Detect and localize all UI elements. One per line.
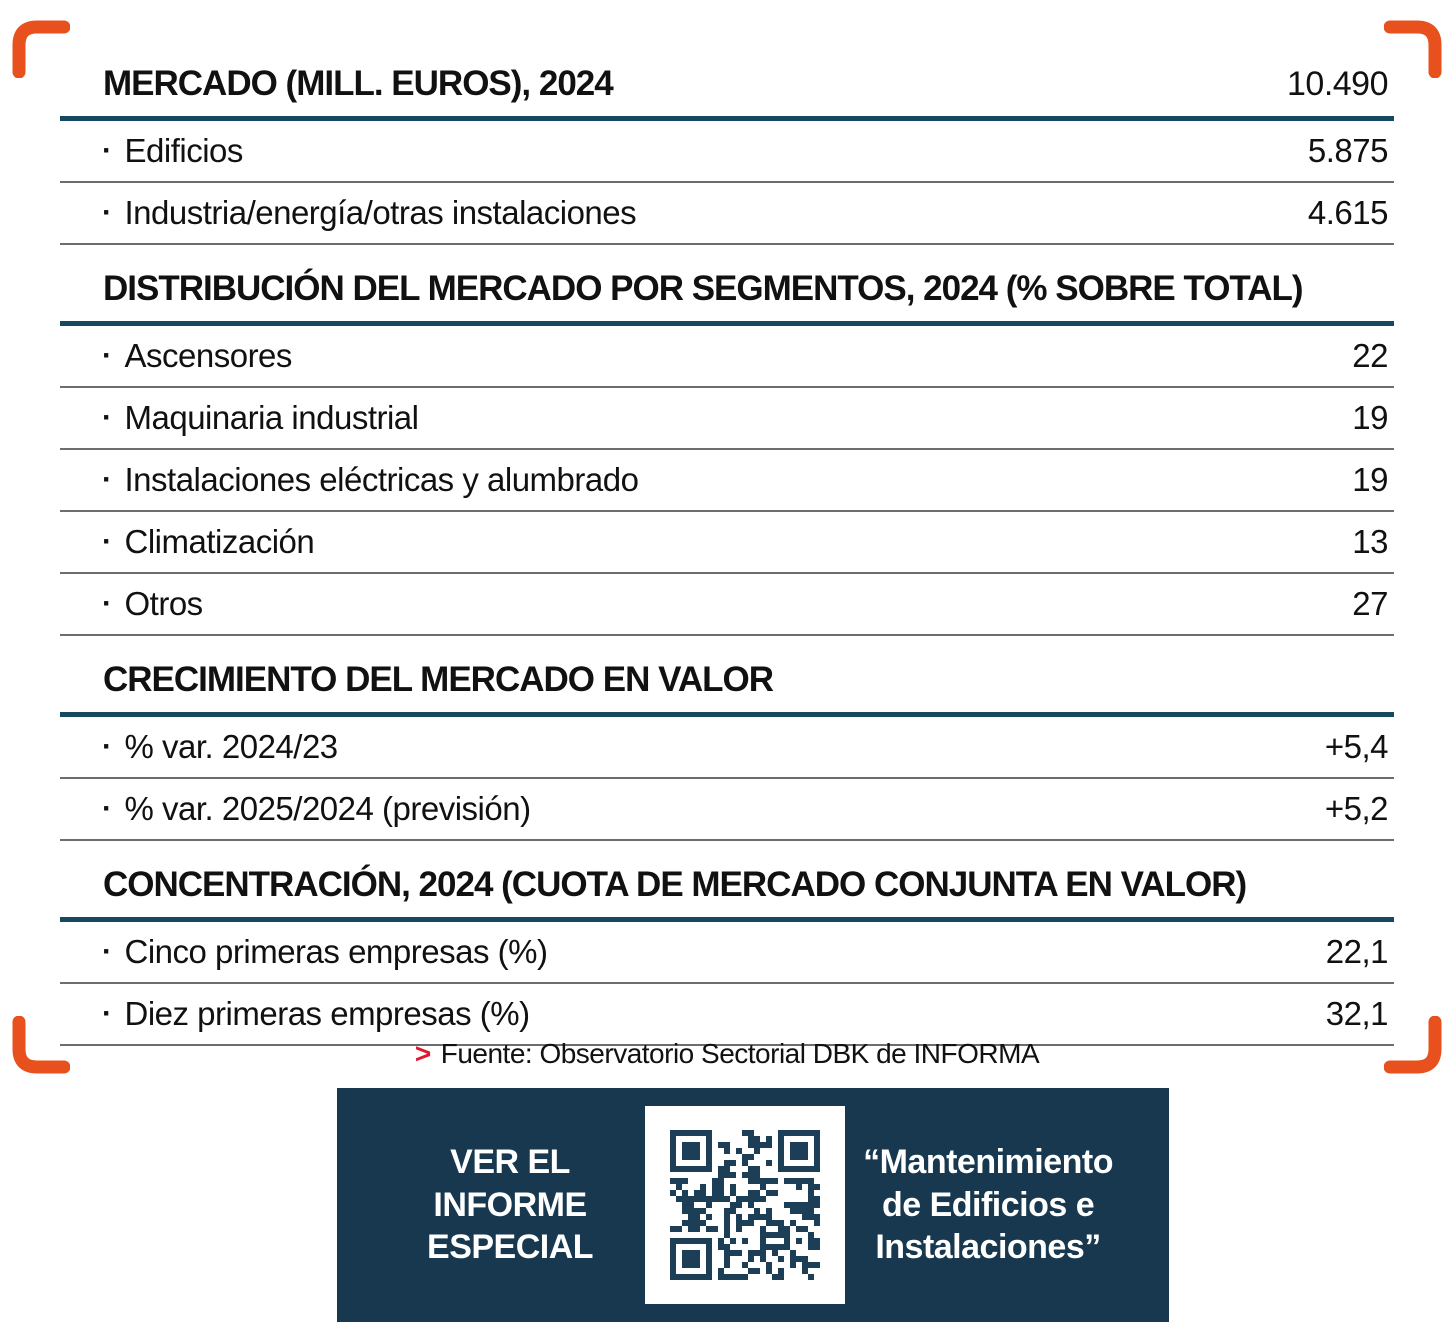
table-row: · Cinco primeras empresas (%) 22,1 bbox=[60, 922, 1394, 984]
row-value: 5.875 bbox=[1307, 132, 1389, 169]
row-value: 19 bbox=[1352, 399, 1388, 436]
section-title: DISTRIBUCIÓN DEL MERCADO POR SEGMENTOS, … bbox=[103, 269, 1304, 308]
bullet-icon: · bbox=[102, 339, 112, 372]
row-value: 13 bbox=[1352, 523, 1388, 560]
banner-report-title-line: “Mantenimiento bbox=[863, 1142, 1113, 1181]
row-label-text: Climatización bbox=[124, 523, 315, 560]
row-label: · Industria/energía/otras instalaciones bbox=[102, 194, 637, 232]
banner-cta-line: VER EL bbox=[450, 1142, 570, 1181]
banner-cta-line: ESPECIAL bbox=[427, 1228, 594, 1267]
table-row: · Maquinaria industrial 19 bbox=[60, 388, 1394, 450]
table-row: · Climatización 13 bbox=[60, 512, 1394, 574]
bullet-icon: · bbox=[102, 134, 112, 167]
row-label-text: % var. 2024/23 bbox=[124, 728, 339, 765]
row-value: +5,4 bbox=[1324, 728, 1389, 765]
corner-bracket-bottom-right-icon bbox=[1384, 1016, 1442, 1074]
table-row: · Edificios 5.875 bbox=[60, 121, 1394, 183]
qr-panel bbox=[645, 1106, 846, 1304]
bullet-icon: · bbox=[102, 525, 112, 558]
row-label: · Climatización bbox=[102, 523, 315, 561]
corner-bracket-top-right-icon bbox=[1384, 20, 1442, 78]
table-row: · Industria/energía/otras instalaciones 4.… bbox=[60, 183, 1394, 245]
row-label: · Ascensores bbox=[102, 337, 292, 375]
row-label: · Cinco primeras empresas (%) bbox=[102, 933, 548, 971]
section-header: DISTRIBUCIÓN DEL MERCADO POR SEGMENTOS, … bbox=[60, 245, 1394, 326]
section-header: CRECIMIENTO DEL MERCADO EN VALOR bbox=[60, 636, 1394, 717]
row-label-text: Otros bbox=[124, 585, 204, 622]
section-title: CONCENTRACIÓN, 2024 (CUOTA DE MERCADO CO… bbox=[103, 865, 1247, 904]
section-total-value: 10.490 bbox=[1287, 65, 1389, 103]
row-value: 22 bbox=[1352, 337, 1388, 374]
source-arrow-icon: > bbox=[414, 1038, 431, 1069]
bullet-icon: · bbox=[102, 935, 112, 968]
row-value: 19 bbox=[1352, 461, 1388, 498]
qr-code-icon bbox=[670, 1130, 821, 1280]
row-label-text: % var. 2025/2024 (previsión) bbox=[124, 790, 532, 827]
section-title: MERCADO (MILL. EUROS), 2024 bbox=[103, 64, 614, 103]
banner-report-title-line: Instalaciones” bbox=[875, 1228, 1101, 1267]
source-text: Fuente: Observatorio Sectorial DBK de IN… bbox=[440, 1038, 1040, 1069]
source-line: > Fuente: Observatorio Sectorial DBK de I… bbox=[0, 1038, 1454, 1070]
row-label: · Otros bbox=[102, 585, 203, 623]
section-header: MERCADO (MILL. EUROS), 2024 10.490 bbox=[60, 40, 1394, 121]
banner-cta-line: INFORME bbox=[433, 1185, 587, 1224]
row-value: 22,1 bbox=[1325, 933, 1389, 970]
row-label: · % var. 2025/2024 (previsión) bbox=[102, 790, 531, 828]
section-header: CONCENTRACIÓN, 2024 (CUOTA DE MERCADO CO… bbox=[60, 841, 1394, 922]
report-banner-link[interactable]: VER EL INFORME ESPECIAL “Mantenimiento d… bbox=[337, 1088, 1169, 1322]
row-value: +5,2 bbox=[1324, 790, 1389, 827]
row-label: · % var. 2024/23 bbox=[102, 728, 338, 766]
row-value: 4.615 bbox=[1307, 194, 1389, 231]
row-label-text: Instalaciones eléctricas y alumbrado bbox=[124, 461, 639, 498]
row-label: · Maquinaria industrial bbox=[102, 399, 419, 437]
row-label: · Edificios bbox=[102, 132, 243, 170]
table-row: · Otros 27 bbox=[60, 574, 1394, 636]
row-label-text: Edificios bbox=[124, 132, 244, 169]
market-table: MERCADO (MILL. EUROS), 2024 10.490 · Edific… bbox=[60, 40, 1394, 1046]
table-row: · % var. 2024/23 +5,4 bbox=[60, 717, 1394, 779]
banner-cta[interactable]: VER EL INFORME ESPECIAL bbox=[393, 1141, 627, 1269]
row-label: · Diez primeras empresas (%) bbox=[102, 995, 530, 1033]
bullet-icon: · bbox=[102, 997, 112, 1030]
bullet-icon: · bbox=[102, 792, 112, 825]
row-label-text: Ascensores bbox=[124, 337, 293, 374]
row-label-text: Industria/energía/otras instalaciones bbox=[124, 194, 637, 231]
corner-bracket-top-left-icon bbox=[12, 20, 70, 78]
banner-report-title: “Mantenimiento de Edificios e Instalacio… bbox=[863, 1141, 1113, 1269]
row-label-text: Maquinaria industrial bbox=[124, 399, 420, 436]
row-value: 32,1 bbox=[1325, 995, 1389, 1032]
bullet-icon: · bbox=[102, 463, 112, 496]
bullet-icon: · bbox=[102, 196, 112, 229]
corner-bracket-bottom-left-icon bbox=[12, 1016, 70, 1074]
bullet-icon: · bbox=[102, 730, 112, 763]
row-label-text: Cinco primeras empresas (%) bbox=[124, 933, 548, 970]
bullet-icon: · bbox=[102, 587, 112, 620]
table-row: · Instalaciones eléctricas y alumbrado 19 bbox=[60, 450, 1394, 512]
banner-report-title-line: de Edificios e bbox=[881, 1185, 1095, 1224]
section-title: CRECIMIENTO DEL MERCADO EN VALOR bbox=[103, 660, 774, 699]
table-row: · Ascensores 22 bbox=[60, 326, 1394, 388]
row-label-text: Diez primeras empresas (%) bbox=[124, 995, 531, 1032]
table-row: · % var. 2025/2024 (previsión) +5,2 bbox=[60, 779, 1394, 841]
bullet-icon: · bbox=[102, 401, 112, 434]
row-label: · Instalaciones eléctricas y alumbrado bbox=[102, 461, 639, 499]
table-row: · Diez primeras empresas (%) 32,1 bbox=[60, 984, 1394, 1046]
row-value: 27 bbox=[1352, 585, 1388, 622]
